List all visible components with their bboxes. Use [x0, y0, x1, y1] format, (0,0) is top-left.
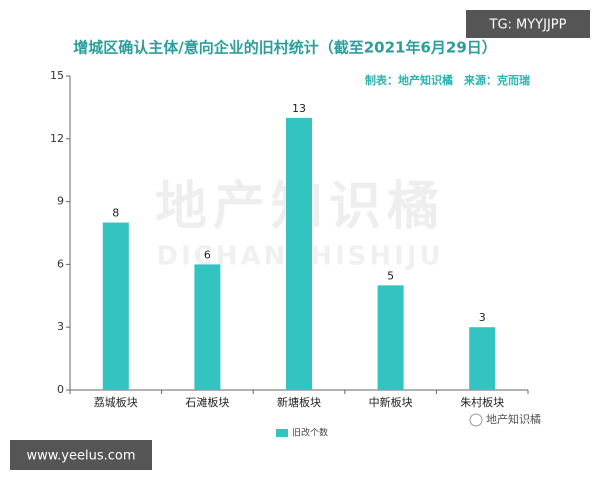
y-tick-label: 9 [57, 195, 64, 208]
bar [469, 327, 496, 390]
x-tick-label: 荔城板块 [94, 395, 138, 409]
y-tick-label: 6 [57, 257, 64, 270]
wechat-icon [469, 413, 483, 427]
bar [377, 285, 404, 390]
bar [286, 117, 312, 390]
x-tick-label: 朱村板块 [460, 395, 504, 409]
y-tick-label: 12 [50, 132, 64, 145]
site-box [10, 440, 152, 470]
tg-label: TG: MYYJJPP [489, 18, 567, 33]
value-label: 8 [112, 207, 119, 220]
bar [194, 264, 221, 390]
chart-title: 增城区确认主体/意向企业的旧村统计（截至2021年6月29日） [73, 39, 497, 57]
value-label: 13 [292, 102, 306, 115]
legend-label: 旧改个数 [292, 427, 328, 439]
x-tick-label: 石滩板块 [185, 395, 229, 409]
chart-subtitle: 制表：地产知识橘 来源：克而瑞 [365, 73, 530, 87]
y-tick-label: 15 [50, 69, 64, 82]
tg-box [466, 10, 590, 38]
value-label: 3 [479, 311, 486, 324]
value-label: 6 [204, 248, 211, 261]
y-tick-label: 0 [57, 383, 64, 396]
x-tick-label: 新塘板块 [277, 395, 321, 409]
x-tick-label: 中新板块 [369, 395, 413, 409]
y-tick-label: 3 [57, 320, 64, 333]
source-mark: 地产知识橘 [486, 412, 541, 426]
value-label: 5 [387, 269, 394, 282]
legend-swatch [276, 429, 288, 437]
bar [102, 222, 129, 390]
site-label: www.yeelus.com [26, 449, 135, 464]
